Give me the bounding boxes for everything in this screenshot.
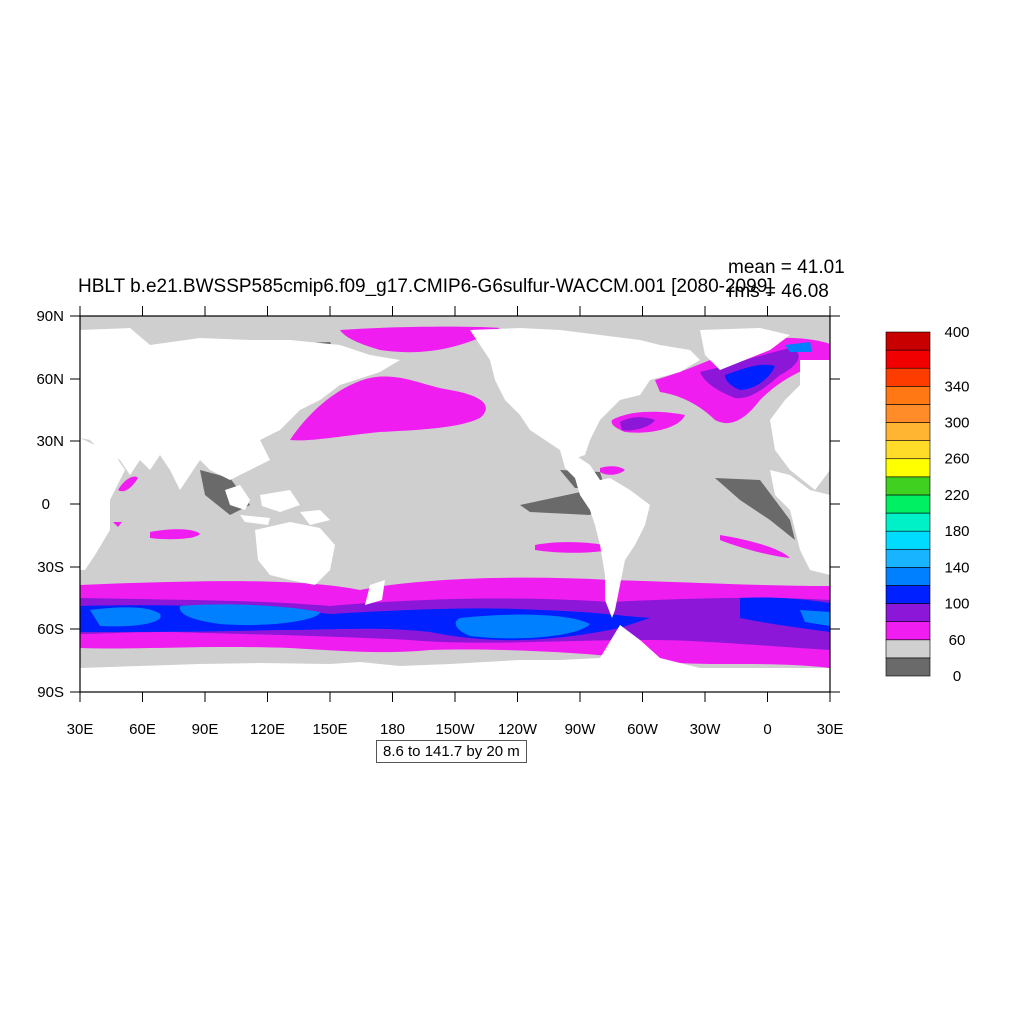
- colorbar-swatch: [885, 404, 931, 423]
- lon-label: 90W: [565, 721, 597, 738]
- colorbar-label: 180: [944, 523, 969, 540]
- colorbar-swatch: [885, 367, 931, 387]
- colorbar-swatch: [885, 567, 931, 586]
- colorbar-swatch: [885, 422, 931, 441]
- colorbar-label: 260: [944, 451, 969, 468]
- lat-label: 90N: [36, 308, 64, 325]
- colorbar-label: 140: [944, 559, 969, 576]
- colorbar-label: 220: [944, 487, 969, 504]
- lat-label: 30S: [37, 559, 64, 576]
- tropical-contours: [113, 466, 790, 558]
- lat-labels: 90N 60N 30N 0 30S 60S 90S: [36, 308, 64, 701]
- colorbar-label: 400: [944, 324, 969, 341]
- colorbar-swatch: [885, 548, 931, 568]
- colorbar-swatch: [885, 458, 931, 478]
- lon-label: 150W: [435, 721, 475, 738]
- lon-label: 150E: [312, 721, 347, 738]
- lat-label: 60S: [37, 621, 64, 638]
- colorbar-label: 300: [944, 415, 969, 432]
- map-panel: [80, 316, 830, 692]
- map-title: HBLT b.e21.BWSSP585cmip6.f09_g17.CMIP6-G…: [78, 276, 773, 297]
- colorbar-swatch: [885, 476, 931, 496]
- lat-label: 0: [42, 496, 50, 513]
- colorbar: [885, 331, 931, 677]
- lon-label: 30E: [67, 721, 94, 738]
- colorbar-swatch: [885, 349, 931, 369]
- colorbar-swatch: [885, 657, 931, 677]
- rms-label: rms = 46.08: [728, 281, 829, 302]
- colorbar-swatch: [885, 639, 931, 659]
- contour-range-label: 8.6 to 141.7 by 20 m: [376, 740, 527, 763]
- lon-label: 0: [763, 721, 771, 738]
- lon-label: 180: [380, 721, 405, 738]
- lon-label: 30E: [817, 721, 844, 738]
- colorbar-swatch: [885, 621, 931, 641]
- colorbar-swatch: [885, 494, 931, 514]
- map-ticks: [70, 306, 840, 702]
- colorbar-swatch: [885, 512, 931, 532]
- lon-labels: 30E 60E 90E 120E 150E 180 150W 120W 90W …: [67, 721, 844, 738]
- colorbar-swatch: [885, 530, 931, 550]
- north-atlantic-contours: [611, 337, 830, 433]
- lat-label: 90S: [37, 684, 64, 701]
- colorbar-swatch: [885, 386, 931, 405]
- colorbar-swatch: [885, 603, 931, 622]
- arctic-contour: [340, 326, 500, 353]
- lat-label: 60N: [36, 371, 64, 388]
- colorbar-swatch: [885, 440, 931, 460]
- lon-label: 120E: [250, 721, 285, 738]
- north-pacific-contour: [290, 376, 486, 441]
- lat-label: 30N: [36, 433, 64, 450]
- land-masses: [80, 328, 830, 692]
- lon-label: 60W: [627, 721, 659, 738]
- colorbar-label: 60: [949, 632, 966, 649]
- lon-label: 60E: [129, 721, 156, 738]
- colorbar-swatch: [885, 585, 931, 604]
- lon-label: 30W: [690, 721, 722, 738]
- mean-label: mean = 41.01: [728, 257, 845, 278]
- colorbar-label: 340: [944, 378, 969, 395]
- colorbar-swatch: [885, 331, 931, 351]
- lon-label: 120W: [498, 721, 538, 738]
- colorbar-label: 100: [944, 596, 969, 613]
- lon-label: 90E: [192, 721, 219, 738]
- colorbar-label: 0: [953, 668, 961, 685]
- colorbar-labels: 400 340 300 260 220 180 140 100 60 0: [944, 324, 969, 685]
